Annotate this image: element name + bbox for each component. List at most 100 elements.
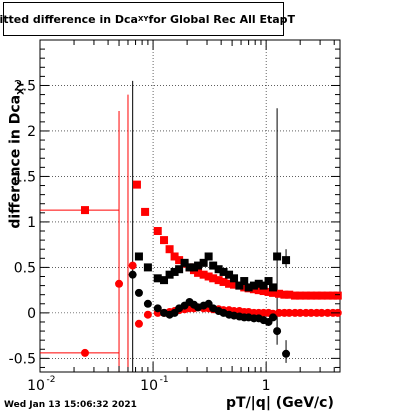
data-point-square (141, 207, 150, 216)
y-tick-label: 2.5 (14, 78, 36, 94)
data-point-square (170, 252, 179, 261)
data-point-square (185, 263, 194, 272)
y-axis-label-main: difference in Dca (7, 94, 24, 229)
data-point-square (280, 290, 289, 299)
y-tick-label: 1.5 (14, 169, 36, 185)
plot-frame (39, 39, 341, 373)
data-point-circle (273, 327, 282, 336)
data-point-square (160, 236, 169, 245)
data-point-square (240, 277, 249, 286)
data-point-square (194, 268, 203, 277)
data-point-square (175, 265, 184, 274)
data-point-square (249, 281, 258, 290)
timestamp: Wed Jan 13 15:06:32 2021 (4, 400, 137, 410)
data-point-square (204, 252, 213, 261)
data-point-square (204, 272, 213, 281)
data-point-square (264, 287, 273, 296)
data-point-square (180, 258, 189, 267)
data-point-circle (80, 348, 89, 357)
title-suffix: for Global Rec All EtapT (148, 12, 296, 26)
data-point-square (282, 256, 291, 265)
data-point-circle (269, 313, 278, 322)
data-point-square (328, 291, 337, 300)
data-point-square (153, 227, 162, 236)
data-point-square (160, 276, 169, 285)
data-point-square (273, 252, 282, 261)
title-subscript: XY (137, 15, 149, 23)
y-axis-label-sub: XY (16, 81, 27, 95)
data-point-circle (115, 279, 124, 288)
data-point-circle (128, 270, 137, 279)
data-point-square (214, 276, 223, 285)
x-tick-label: 10 (27, 378, 45, 394)
data-point-circle (134, 288, 143, 297)
data-point-square (296, 291, 305, 300)
data-point-circle (296, 308, 305, 317)
y-tick-label: 0 (27, 306, 36, 322)
data-point-square (209, 274, 218, 283)
y-tick-label: 0.5 (14, 260, 36, 276)
data-point-square (317, 291, 326, 300)
data-point-circle (153, 304, 162, 313)
data-point-square (153, 274, 162, 283)
x-tick-label-exponent: -2 (47, 375, 56, 385)
data-point-square (333, 291, 342, 300)
data-point-circle (143, 310, 152, 319)
data-point-square (275, 289, 284, 298)
data-point-circle (134, 319, 143, 328)
data-point-square (259, 287, 268, 296)
chart-title: Fitted difference in Dca XY for Global Re… (0, 2, 295, 36)
data-point-square (199, 258, 208, 267)
data-point-circle (285, 308, 294, 317)
data-markers (80, 180, 342, 358)
data-point-square (323, 291, 332, 300)
x-tick-label: 10 (140, 378, 158, 394)
data-point-square (269, 288, 278, 297)
data-point-square (170, 267, 179, 276)
data-point-circle (282, 349, 291, 358)
data-point-circle (307, 308, 316, 317)
y-tick-label: 2 (27, 124, 36, 140)
data-point-square (291, 291, 300, 300)
axis-ticks: -0.500.511.522.510 -2 10 -1 1 (9, 40, 340, 394)
data-point-square (143, 263, 152, 272)
data-point-square (230, 280, 239, 289)
data-point-square (134, 252, 143, 261)
data-point-square (307, 291, 316, 300)
data-point-square (189, 263, 198, 272)
data-point-square (199, 270, 208, 279)
y-axis-label: difference in DcaXY (8, 81, 27, 228)
data-point-square (194, 261, 203, 270)
data-point-square (209, 261, 218, 270)
data-point-circle (143, 299, 152, 308)
data-point-square (230, 274, 239, 283)
data-point-square (285, 290, 294, 299)
x-tick-label: 1 (262, 378, 271, 394)
data-point-square (175, 256, 184, 265)
data-point-square (214, 265, 223, 274)
data-point-circle (128, 261, 137, 270)
data-point-square (254, 279, 263, 288)
data-point-square (132, 180, 141, 189)
data-point-square (264, 277, 273, 286)
data-point-square (225, 270, 234, 279)
data-point-square (219, 267, 228, 276)
data-point-square (80, 206, 89, 215)
data-point-square (219, 277, 228, 286)
data-point-square (301, 291, 310, 300)
data-point-square (165, 270, 174, 279)
data-point-square (254, 286, 263, 295)
data-point-square (259, 281, 268, 290)
x-axis-label: pT/|q| (GeV/c) (226, 395, 334, 411)
data-point-square (244, 283, 253, 292)
title-prefix: Fitted difference in Dca (0, 12, 138, 26)
error-bars (40, 80, 287, 372)
y-tick-label: -0.5 (9, 351, 36, 367)
y-tick-label: 1 (27, 215, 36, 231)
data-point-square (240, 283, 249, 292)
data-point-circle (317, 308, 326, 317)
data-point-square (312, 291, 321, 300)
data-point-square (269, 283, 278, 292)
x-tick-label-exponent: -1 (160, 375, 169, 385)
